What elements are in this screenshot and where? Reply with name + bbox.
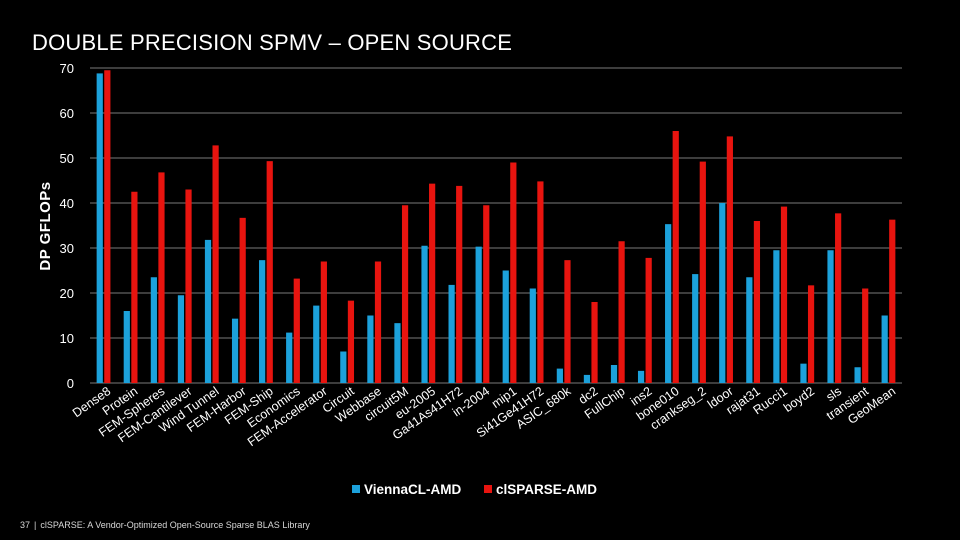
bar-clsparse bbox=[862, 288, 869, 383]
bar-vienna bbox=[448, 284, 455, 383]
bar-vienna bbox=[773, 250, 780, 383]
legend-swatch bbox=[352, 485, 360, 493]
bar-clsparse bbox=[835, 213, 842, 383]
y-axis-label: DP GFLOPs bbox=[37, 181, 54, 270]
legend-swatch bbox=[484, 485, 492, 493]
bar-clsparse bbox=[753, 221, 761, 383]
y-tick-label: 30 bbox=[60, 241, 74, 256]
bar-vienna bbox=[719, 203, 726, 383]
bar-vienna bbox=[610, 365, 618, 383]
bar-clsparse bbox=[185, 189, 192, 383]
y-tick-label: 0 bbox=[67, 376, 74, 391]
bar-clsparse bbox=[483, 205, 490, 383]
bar-vienna bbox=[96, 73, 103, 384]
slide-footer: 37 | clSPARSE: A Vendor-Optimized Open-Sou… bbox=[20, 520, 310, 530]
x-tick-label: boyd2 bbox=[781, 384, 817, 415]
bar-clsparse bbox=[537, 181, 544, 383]
y-tick-label: 50 bbox=[60, 151, 74, 166]
bar-vienna bbox=[881, 315, 888, 383]
y-tick-label: 20 bbox=[60, 286, 74, 301]
bar-vienna bbox=[502, 270, 509, 383]
bar-clsparse bbox=[347, 300, 355, 383]
bar-clsparse bbox=[807, 285, 815, 383]
bar-clsparse bbox=[672, 131, 679, 383]
bar-vienna bbox=[665, 224, 672, 383]
bar-vienna bbox=[177, 295, 185, 383]
bar-clsparse bbox=[726, 136, 733, 383]
bar-clsparse bbox=[158, 172, 165, 383]
bar-clsparse bbox=[374, 261, 382, 383]
bar-vienna bbox=[286, 332, 293, 383]
bar-clsparse bbox=[293, 278, 300, 383]
bar-clsparse bbox=[591, 302, 598, 383]
bar-clsparse bbox=[131, 191, 138, 383]
bar-vienna bbox=[421, 245, 428, 383]
bar-vienna bbox=[150, 277, 157, 383]
page-number: 37 bbox=[20, 520, 31, 530]
legend-label: clSPARSE-AMD bbox=[496, 482, 597, 497]
bar-vienna bbox=[259, 260, 266, 383]
y-tick-label: 10 bbox=[60, 331, 74, 346]
bar-vienna bbox=[313, 305, 320, 383]
bar-vienna bbox=[556, 368, 563, 383]
y-tick-label: 60 bbox=[60, 106, 74, 121]
bar-vienna bbox=[340, 351, 347, 383]
legend-label: ViennaCL-AMD bbox=[364, 482, 462, 497]
bar-clsparse bbox=[212, 145, 219, 383]
bar-vienna bbox=[394, 323, 401, 383]
bar-vienna bbox=[692, 274, 699, 383]
bar-vienna bbox=[123, 311, 130, 383]
bar-clsparse bbox=[239, 217, 246, 383]
bar-vienna bbox=[204, 239, 212, 383]
bar-clsparse bbox=[699, 161, 706, 383]
y-tick-label: 70 bbox=[60, 61, 74, 76]
bar-clsparse bbox=[320, 261, 327, 383]
bar-clsparse bbox=[618, 241, 625, 383]
bar-clsparse bbox=[266, 161, 273, 383]
bar-clsparse bbox=[456, 185, 463, 383]
bar-vienna bbox=[475, 246, 482, 383]
bar-vienna bbox=[367, 315, 374, 383]
bar-vienna bbox=[746, 277, 753, 383]
bar-clsparse bbox=[564, 260, 571, 383]
footer-text: clSPARSE: A Vendor-Optimized Open-Source… bbox=[40, 520, 310, 530]
bar-clsparse bbox=[889, 219, 896, 383]
slide-title: DOUBLE PRECISION SPMV – OPEN SOURCE bbox=[32, 30, 513, 55]
bar-vienna bbox=[583, 374, 591, 383]
bar-vienna bbox=[637, 370, 645, 383]
bar-clsparse bbox=[780, 206, 788, 383]
bar-vienna bbox=[529, 288, 536, 383]
bar-clsparse bbox=[104, 70, 111, 383]
bar-clsparse bbox=[510, 162, 517, 383]
bar-vienna bbox=[827, 250, 834, 383]
bar-clsparse bbox=[645, 257, 652, 383]
bar-clsparse bbox=[429, 183, 436, 383]
bar-clsparse bbox=[401, 205, 409, 383]
footer-separator: | bbox=[34, 520, 37, 530]
bar-vienna bbox=[800, 363, 807, 383]
y-tick-label: 40 bbox=[60, 196, 74, 211]
bar-vienna bbox=[854, 367, 861, 383]
bar-vienna bbox=[231, 318, 239, 383]
